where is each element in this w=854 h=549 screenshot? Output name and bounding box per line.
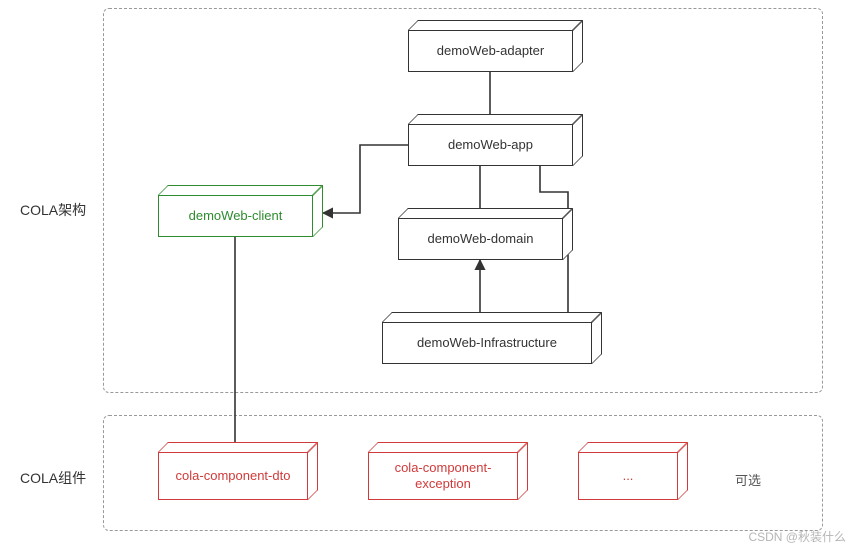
node-client: demoWeb-client [158, 195, 313, 237]
node-adapter: demoWeb-adapter [408, 30, 573, 72]
node-top-face [578, 442, 688, 452]
node-top-face [158, 185, 323, 195]
node-label: demoWeb-adapter [408, 30, 573, 72]
node-exc: cola-component-exception [368, 452, 518, 500]
node-infra: demoWeb-Infrastructure [382, 322, 592, 364]
node-label: demoWeb-app [408, 124, 573, 166]
optional-label: 可选 [735, 470, 761, 489]
node-top-face [158, 442, 318, 452]
node-side-face [308, 442, 318, 500]
node-more: ... [578, 452, 678, 500]
node-top-face [398, 208, 573, 218]
node-top-face [382, 312, 602, 322]
node-label: cola-component-exception [368, 452, 518, 500]
node-side-face [518, 442, 528, 500]
node-label: demoWeb-domain [398, 218, 563, 260]
node-dto: cola-component-dto [158, 452, 308, 500]
node-app: demoWeb-app [408, 124, 573, 166]
node-label: demoWeb-Infrastructure [382, 322, 592, 364]
node-label: cola-component-dto [158, 452, 308, 500]
region-label-arch: COLA架构 [20, 200, 86, 220]
node-side-face [678, 442, 688, 500]
region-label-comp: COLA组件 [20, 468, 86, 488]
node-label: ... [578, 452, 678, 500]
diagram-canvas: COLA架构 COLA组件 demoWeb-adapter demoWeb-app d… [0, 0, 854, 549]
node-domain: demoWeb-domain [398, 218, 563, 260]
node-label: demoWeb-client [158, 195, 313, 237]
node-top-face [408, 20, 583, 30]
node-top-face [368, 442, 528, 452]
watermark: CSDN @秋装什么 [748, 528, 846, 545]
node-top-face [408, 114, 583, 124]
